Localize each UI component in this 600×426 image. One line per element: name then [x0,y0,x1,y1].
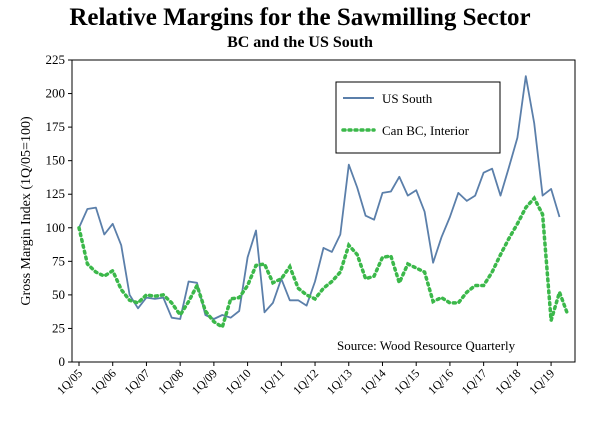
x-tick-label: 1Q/05 [54,366,85,397]
legend-box [335,81,501,154]
x-tick-label: 1Q/12 [290,366,321,397]
x-tick-label: 1Q/08 [155,366,186,397]
x-tick-label: 1Q/15 [391,366,422,397]
series-line-can-bc-interior [77,195,570,330]
y-tick-label: 150 [46,153,66,168]
y-tick-label: 50 [52,287,65,302]
series-line-us-south [78,75,561,320]
y-tick-label: 0 [59,354,66,369]
x-tick-label: 1Q/11 [257,366,288,397]
x-tick-label: 1Q/09 [189,366,220,397]
y-tick-label: 200 [46,86,66,101]
chart-subtitle: BC and the US South [227,34,373,51]
x-tick-label: 1Q/14 [357,366,388,397]
y-tick-label: 25 [52,320,65,335]
legend: US South Can BC, Interior [335,81,501,154]
x-tick-label: 1Q/19 [526,366,557,397]
x-tick-label: 1Q/16 [425,366,456,397]
x-tick-label: 1Q/06 [88,366,119,397]
legend-label-can-bc: Can BC, Interior [382,123,470,138]
y-tick-label: 75 [52,253,65,268]
y-tick-label: 225 [46,52,66,67]
y-axis-label: Gross Margin Index (1Q/05=100) [19,116,34,306]
x-tick-label: 1Q/07 [121,366,152,397]
source-note: Source: Wood Resource Quarterly [337,338,516,353]
plot-area [71,59,576,363]
x-tick-label: 1Q/10 [223,366,254,397]
x-tick-label: 1Q/13 [324,366,355,397]
legend-label-us-south: US South [382,91,433,106]
y-tick-label: 175 [46,119,66,134]
x-tick-label: 1Q/18 [492,366,523,397]
x-tick-label: 1Q/17 [459,366,490,397]
chart-title: Relative Margins for the Sawmilling Sect… [69,4,531,31]
y-tick-label: 125 [46,186,66,201]
y-tick-label: 100 [46,220,66,235]
